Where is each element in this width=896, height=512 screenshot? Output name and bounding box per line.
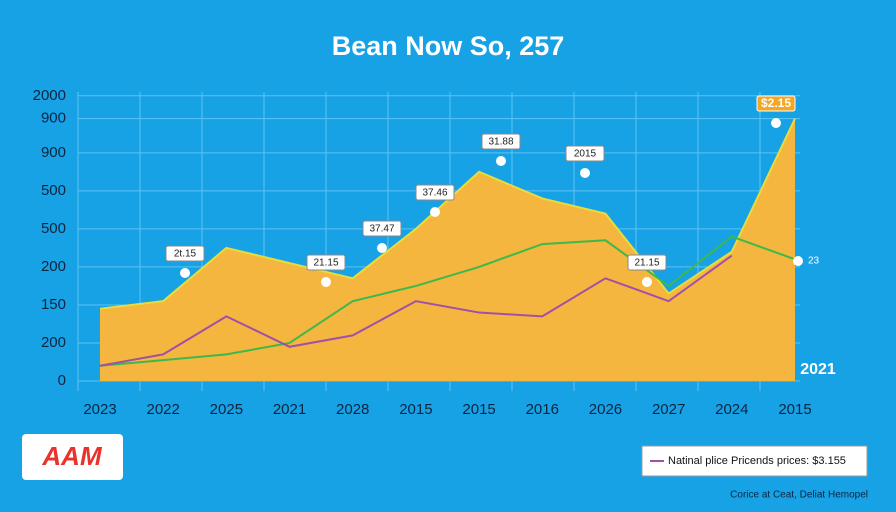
footer: Corice at Ceat, Deliat Hemopel: [730, 490, 868, 501]
logo: AAM: [41, 441, 103, 471]
annotation-box: [756, 95, 796, 112]
annotation-dot: [430, 207, 440, 217]
x-tick-label: 2025: [210, 401, 243, 418]
y-tick-label: 150: [41, 296, 66, 313]
corner-label: 2021: [800, 361, 836, 378]
x-tick-label: 2015: [462, 401, 495, 418]
annotation-dot: [377, 243, 387, 253]
plot: 2t.15 21.15 37.47 37.46 31.88 2015 21.15 $2.15 2…: [99, 95, 820, 382]
x-tick-label: 2015: [778, 401, 811, 418]
annotation-dot: [321, 277, 331, 287]
legend: [641, 445, 868, 477]
annotation: 2t.15: [174, 249, 197, 260]
annotation: 21.15: [313, 258, 338, 269]
annotation-box: [627, 254, 667, 271]
annotation: $2.15: [761, 96, 791, 110]
logo-box: [22, 434, 123, 480]
y-tick-label: 500: [41, 182, 66, 199]
x-tick-label: 2026: [589, 401, 622, 418]
x-tick-label: 2028: [336, 401, 369, 418]
annotation: 37.46: [422, 188, 447, 199]
y-tick-label: 900: [41, 110, 66, 127]
annotation-box: [362, 220, 402, 237]
chart-title: Bean Now So, 257: [332, 31, 565, 61]
x-tick-label: 2022: [146, 401, 179, 418]
line: [99, 254, 733, 367]
x-tick-label: 2015: [399, 401, 432, 418]
annotation-dot: [793, 256, 803, 266]
x-tick-label: 2027: [652, 401, 685, 418]
annotation-dot: [771, 118, 781, 128]
y-tick-label: 0: [58, 372, 66, 389]
x-tick-label: 2016: [526, 401, 559, 418]
y-tick-label: 2000: [33, 87, 66, 104]
annotation-dot: [580, 168, 590, 178]
annotation-dot: [496, 156, 506, 166]
annotation-dot: [642, 277, 652, 287]
annotation: 21.15: [634, 258, 659, 269]
annotation: 2015: [574, 149, 597, 160]
legend-label: Natinal plice Pricends prices: $3.155: [668, 455, 846, 467]
x-tick-label: 2021: [273, 401, 306, 418]
y-tick-label: 200: [41, 258, 66, 275]
area: [100, 118, 795, 382]
y-tick-label: 900: [41, 144, 66, 161]
annotation: 31.88: [488, 137, 513, 148]
annotation-dot: [180, 268, 190, 278]
x-tick-label: 2023: [83, 401, 116, 418]
annotation-box: [306, 254, 346, 271]
annotation: 37.47: [369, 224, 394, 235]
x-tick-label: 2024: [715, 401, 748, 418]
line: [99, 235, 796, 367]
annotation-box: [565, 145, 605, 162]
y-tick-label: 200: [41, 334, 66, 351]
annotation-box: [415, 184, 455, 201]
annotation-box: [481, 133, 521, 150]
annotation: 23: [808, 256, 820, 267]
annotation-box: [165, 245, 205, 262]
y-tick-label: 500: [41, 220, 66, 237]
